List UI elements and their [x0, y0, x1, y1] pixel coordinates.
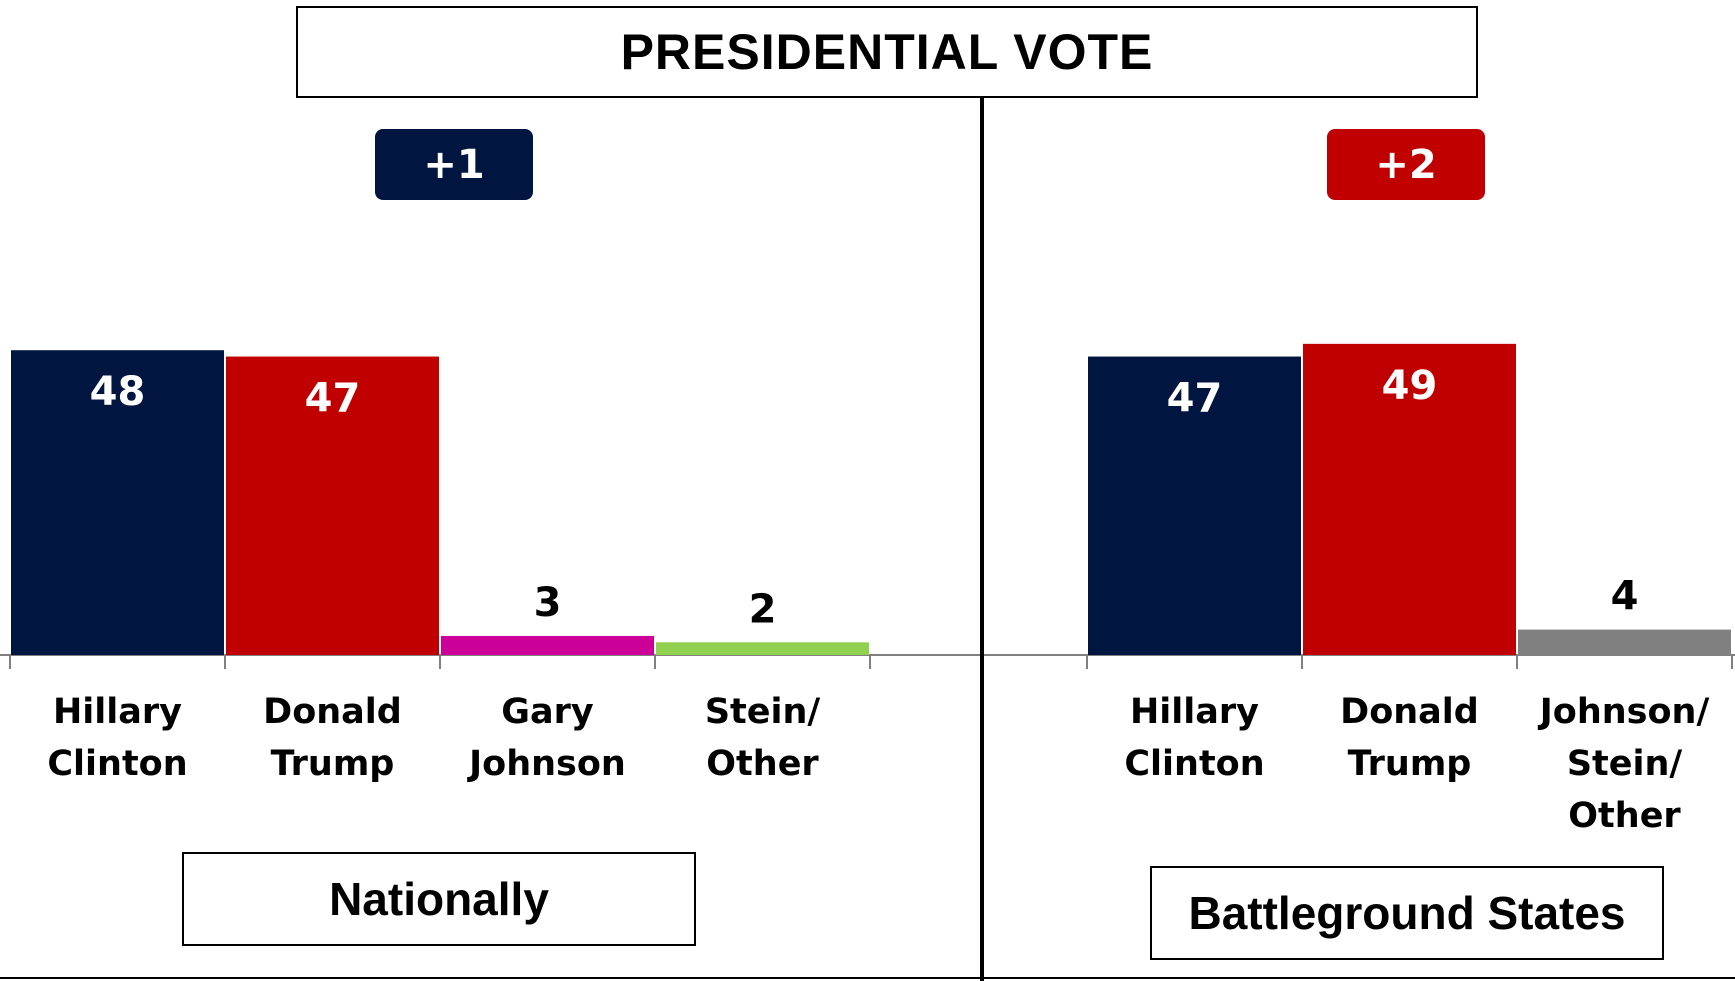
category-label: Other [1568, 796, 1681, 836]
category-label: Johnson/ [1538, 692, 1710, 732]
bar [656, 642, 869, 655]
category-label: Hillary [53, 692, 182, 732]
category-label: Other [706, 744, 819, 784]
battleground-panel-label: Battleground States [1150, 866, 1664, 960]
category-label: Stein/ [1567, 744, 1683, 784]
category-label: Stein/ [705, 692, 821, 732]
category-label: Trump [271, 744, 395, 784]
bar [226, 356, 439, 655]
category-label: Clinton [47, 744, 187, 784]
battleground-margin-badge: +2 [1327, 129, 1485, 200]
category-label: Trump [1348, 744, 1472, 784]
data-label: 47 [1167, 376, 1223, 422]
bar [1303, 343, 1516, 655]
category-label: Johnson [467, 744, 626, 784]
bottom-rule [0, 977, 1735, 979]
category-label: Hillary [1130, 692, 1259, 732]
data-label: 47 [305, 376, 361, 422]
bar [1518, 629, 1731, 655]
national-chart: 48 Hillary Clinton 47 Donald Trump 3 Gary Johnso… [0, 350, 980, 784]
category-label: Gary [501, 692, 594, 732]
category-label: Clinton [1124, 744, 1264, 784]
chart-title: PRESIDENTIAL VOTE [296, 6, 1478, 98]
data-label: 3 [534, 580, 562, 626]
data-label: 4 [1611, 574, 1639, 620]
bar [11, 350, 224, 655]
data-label: 2 [749, 586, 777, 632]
category-label: Donald [263, 692, 402, 732]
data-label: 49 [1382, 363, 1438, 409]
data-label: 48 [90, 369, 146, 415]
category-label: Donald [1340, 692, 1479, 732]
battleground-chart: 47 Hillary Clinton 49 Donald Trump 4 Johnson/St… [984, 343, 1735, 836]
national-margin-badge: +1 [375, 129, 533, 200]
national-panel-label: Nationally [182, 852, 696, 946]
bar [1088, 356, 1301, 655]
panel-divider [980, 98, 984, 981]
bar [441, 635, 654, 655]
